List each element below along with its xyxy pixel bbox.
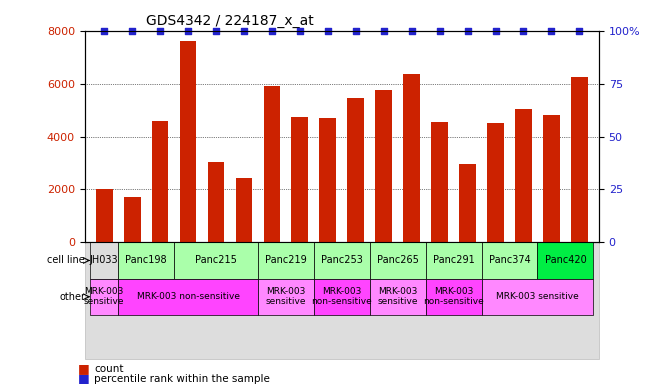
Point	[155, 28, 165, 34]
Point	[462, 28, 473, 34]
Point	[239, 28, 249, 34]
Bar	[208, 162, 225, 242]
Text: count: count	[94, 364, 124, 374]
FancyBboxPatch shape	[258, 279, 314, 315]
FancyBboxPatch shape	[370, 242, 426, 279]
FancyBboxPatch shape	[426, 279, 482, 315]
Bar	[320, 118, 336, 242]
Text: JH033: JH033	[90, 255, 118, 265]
Bar	[515, 109, 532, 242]
Text: Panc253: Panc253	[321, 255, 363, 265]
FancyBboxPatch shape	[314, 279, 370, 315]
Point	[406, 28, 417, 34]
Point	[127, 28, 137, 34]
Point	[518, 28, 529, 34]
Text: MRK-003
non-sensitive: MRK-003 non-sensitive	[423, 287, 484, 306]
Bar	[459, 164, 476, 242]
Point	[183, 28, 193, 34]
Text: Panc215: Panc215	[195, 255, 237, 265]
Text: GDS4342 / 224187_x_at: GDS4342 / 224187_x_at	[146, 14, 314, 28]
Text: MRK-003 non-sensitive: MRK-003 non-sensitive	[137, 292, 240, 301]
Text: MRK-003
sensitive: MRK-003 sensitive	[378, 287, 418, 306]
Text: percentile rank within the sample: percentile rank within the sample	[94, 374, 270, 384]
Text: Panc291: Panc291	[433, 255, 475, 265]
Bar	[96, 189, 113, 242]
Text: MRK-003
sensitive: MRK-003 sensitive	[266, 287, 306, 306]
Bar	[543, 115, 560, 242]
Point	[323, 28, 333, 34]
FancyBboxPatch shape	[370, 279, 426, 315]
FancyBboxPatch shape	[118, 279, 258, 315]
Point	[574, 28, 585, 34]
Bar	[124, 197, 141, 242]
Bar	[376, 90, 392, 242]
Point	[267, 28, 277, 34]
Text: Panc198: Panc198	[125, 255, 167, 265]
FancyBboxPatch shape	[258, 242, 314, 279]
Text: Panc219: Panc219	[265, 255, 307, 265]
Point	[211, 28, 221, 34]
Text: ■: ■	[78, 372, 90, 384]
Text: Panc420: Panc420	[544, 255, 587, 265]
Bar	[403, 74, 420, 242]
FancyBboxPatch shape	[482, 279, 593, 315]
Text: Panc265: Panc265	[377, 255, 419, 265]
Point	[378, 28, 389, 34]
Point	[434, 28, 445, 34]
Bar	[348, 98, 364, 242]
Text: MRK-003
non-sensitive: MRK-003 non-sensitive	[311, 287, 372, 306]
Text: Panc374: Panc374	[489, 255, 531, 265]
Bar	[236, 177, 253, 242]
Bar	[152, 121, 169, 242]
Bar	[180, 41, 197, 242]
FancyBboxPatch shape	[482, 242, 538, 279]
FancyBboxPatch shape	[538, 242, 593, 279]
Bar	[431, 122, 448, 242]
Text: ■: ■	[78, 362, 90, 376]
Bar	[85, 242, 599, 359]
Bar	[264, 86, 281, 242]
Bar	[571, 77, 588, 242]
Point	[490, 28, 501, 34]
Text: cell line: cell line	[48, 255, 85, 265]
Point	[350, 28, 361, 34]
FancyBboxPatch shape	[90, 279, 118, 315]
Point	[99, 28, 109, 34]
FancyBboxPatch shape	[118, 242, 174, 279]
Point	[546, 28, 557, 34]
Bar	[292, 117, 308, 242]
FancyBboxPatch shape	[314, 242, 370, 279]
FancyBboxPatch shape	[174, 242, 258, 279]
Text: MRK-003 sensitive: MRK-003 sensitive	[496, 292, 579, 301]
Point	[295, 28, 305, 34]
Text: MRK-003
sensitive: MRK-003 sensitive	[84, 287, 124, 306]
Text: other: other	[59, 292, 85, 302]
FancyBboxPatch shape	[90, 242, 118, 279]
Bar	[487, 123, 504, 242]
FancyBboxPatch shape	[426, 242, 482, 279]
